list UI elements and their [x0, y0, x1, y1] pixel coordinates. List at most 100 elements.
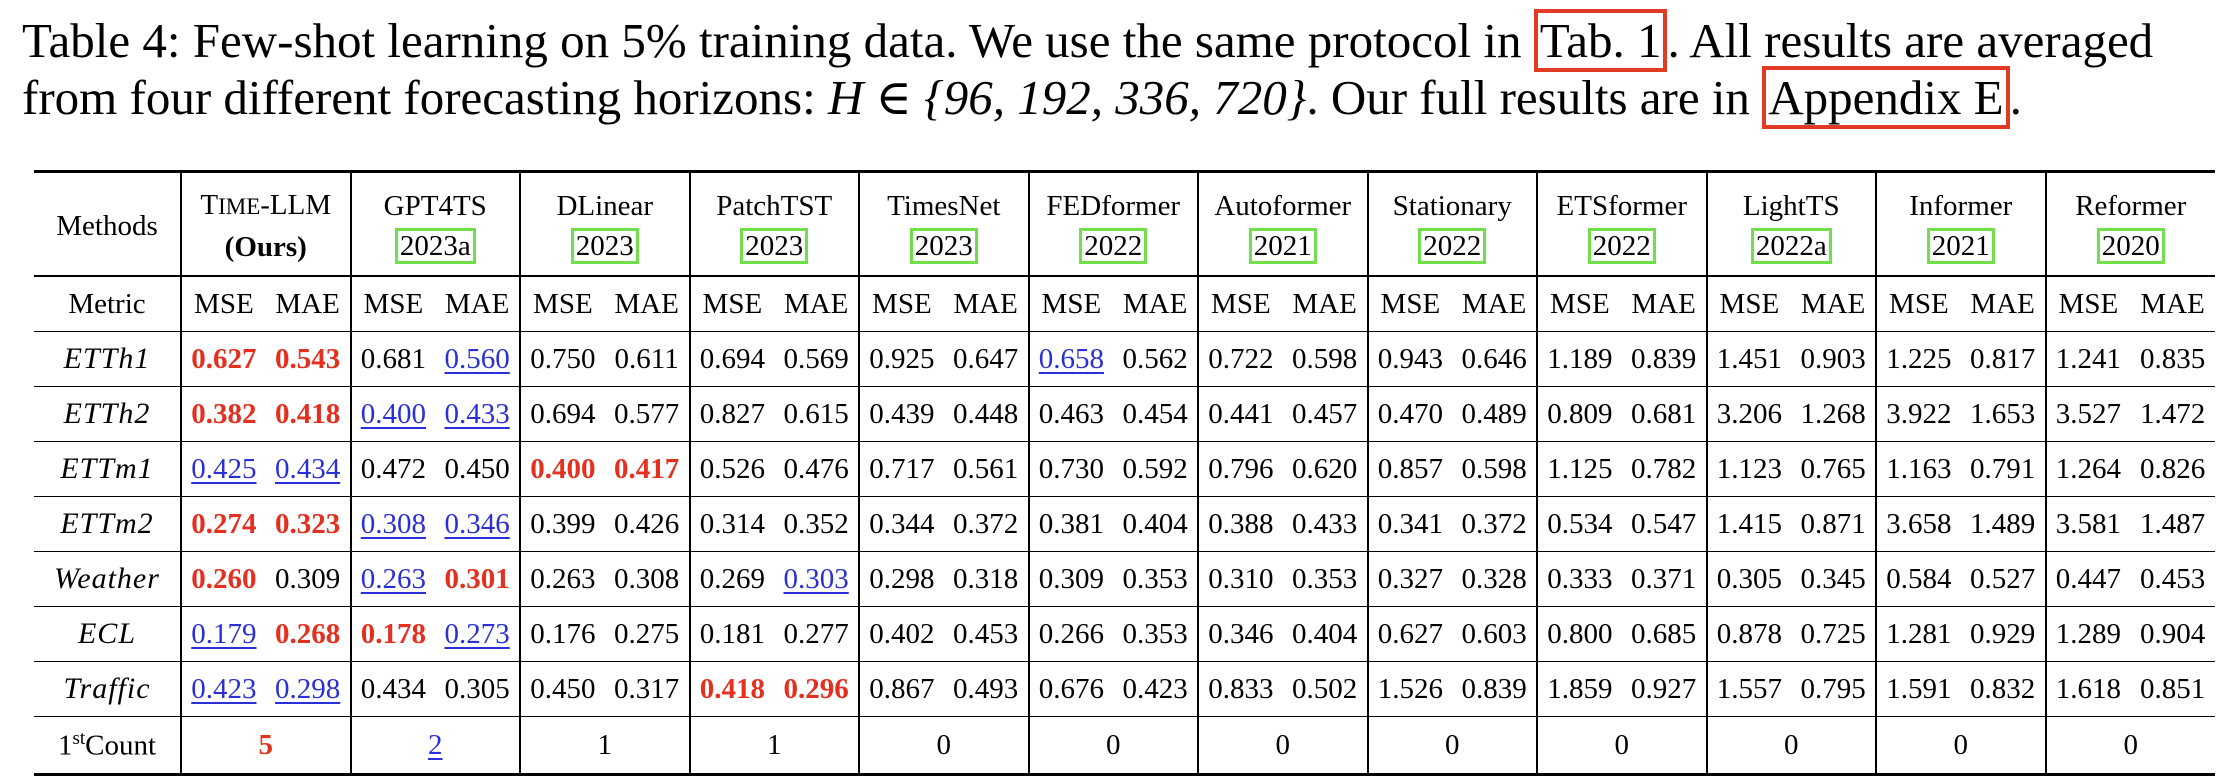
method-header: FEDformer 2022: [1027, 171, 1198, 276]
table-cell: 0.309: [266, 552, 351, 607]
cell-value: 0.615: [783, 397, 849, 430]
caption-math: H ∈ {96, 192, 336, 720}: [827, 70, 1307, 125]
table-cell: 1.487: [2130, 497, 2215, 552]
table-cell: 0.722: [1197, 331, 1283, 387]
count-cell: 1: [688, 716, 859, 775]
citation-link[interactable]: 2021: [1926, 228, 1995, 264]
method-citation: 2021: [1877, 226, 2045, 266]
citation-link[interactable]: 2023: [740, 228, 809, 264]
cell-value: 0.809: [1547, 397, 1613, 430]
method-name: DLinear: [556, 190, 654, 222]
table-cell: 0.448: [944, 387, 1029, 442]
citation-link[interactable]: 2022: [1079, 228, 1148, 264]
cell-value: 0.372: [1461, 507, 1527, 540]
count-value: 0: [2123, 728, 2139, 761]
method-citation: 2022: [1538, 226, 1706, 266]
table-cell: 0.470: [1366, 386, 1453, 442]
cell-value: 0.833: [1208, 672, 1274, 705]
cell-value: 0.826: [2140, 452, 2206, 485]
mse-header: MSE: [2044, 276, 2131, 332]
citation-link[interactable]: 2021: [1248, 228, 1317, 264]
citation-link[interactable]: 2022a: [1750, 228, 1832, 264]
mae-header: MAE: [1800, 287, 1866, 320]
method-name: PatchTST: [716, 190, 833, 222]
method-name: Stationary: [1392, 190, 1512, 222]
table-cell: 0.725: [1791, 607, 1876, 662]
cell-value: 1.189: [1547, 342, 1613, 375]
method-header: PatchTST 2023: [688, 171, 859, 276]
cell-value: 0.839: [1461, 672, 1527, 705]
table-cell: 0.562: [1113, 332, 1198, 387]
cell-value: 0.346: [1208, 617, 1274, 650]
cell-value: 0.296: [783, 672, 849, 705]
cell-value: 0.627: [191, 342, 257, 375]
table-cell: 0.441: [1197, 386, 1283, 442]
count-value: 1: [597, 728, 613, 761]
metric-header-row: Metric MSE MAE MSE MAE MSE MAE MSE MAE MSE MAE MSE M…: [34, 276, 2215, 332]
table-cell: 0.353: [1113, 552, 1198, 607]
cell-value: 0.434: [275, 452, 341, 485]
citation-link[interactable]: 2023: [570, 228, 639, 264]
mae-header: MAE: [1461, 287, 1527, 320]
method-header: TIME-LLM (Ours): [180, 171, 351, 276]
table-cell: 0.620: [1283, 442, 1368, 497]
table-cell: 0.453: [944, 607, 1029, 662]
cell-value: 0.927: [1631, 672, 1697, 705]
count-value: 0: [1953, 728, 1969, 761]
table-cell: 0.296: [774, 662, 859, 717]
cell-value: 0.543: [275, 342, 341, 375]
mse-header: MSE: [349, 276, 436, 332]
table-cell: 3.527: [2044, 386, 2131, 442]
cell-value: 3.658: [1886, 507, 1952, 540]
mae-header: MAE: [444, 287, 510, 320]
method-header: DLinear 2023: [519, 171, 690, 276]
count-cell: 0: [858, 716, 1029, 775]
dataset-name: ECL: [77, 617, 137, 650]
dataset-name: Traffic: [63, 672, 151, 705]
citation-link[interactable]: 2022: [1418, 228, 1487, 264]
table-cell: 0.547: [1622, 497, 1707, 552]
table-cell: 0.275: [605, 607, 690, 662]
table-cell: 0.353: [1283, 552, 1368, 607]
table-cell: 0.750: [519, 331, 605, 387]
table-reference-link[interactable]: Tab. 1: [1533, 9, 1668, 72]
citation-link[interactable]: 2022: [1587, 228, 1656, 264]
cell-value: 0.817: [1970, 342, 2036, 375]
citation-link[interactable]: 2023a: [394, 228, 476, 264]
table-cell: 1.123: [1705, 441, 1792, 497]
table-cell: 0.274: [180, 496, 266, 552]
cell-value: 0.273: [444, 617, 510, 650]
table-cell: 0.425: [180, 441, 266, 497]
table-cell: 0.827: [688, 386, 775, 442]
cell-value: 0.676: [1038, 672, 1104, 705]
cell-value: 0.561: [953, 452, 1019, 485]
appendix-reference-link[interactable]: Appendix E: [1762, 66, 2010, 129]
citation-link[interactable]: 2023: [909, 228, 978, 264]
table-cell: 1.451: [1705, 331, 1792, 387]
cell-value: 1.268: [1800, 397, 1866, 430]
cell-value: 1.415: [1716, 507, 1782, 540]
table-cell: 0.817: [1961, 332, 2046, 387]
method-header: Autoformer 2021: [1197, 171, 1368, 276]
dataset-name: Weather: [54, 562, 160, 595]
mse-header: MSE: [1366, 276, 1453, 332]
cell-value: 0.592: [1122, 452, 1188, 485]
table-row: ECL 0.179 0.268 0.178 0.273 0.176 0.275 0.181 0.…: [34, 606, 2215, 662]
count-cell: 5: [180, 716, 351, 775]
citation-link[interactable]: 2020: [2096, 228, 2165, 264]
table-cell: 0.417: [605, 442, 690, 497]
cell-value: 1.123: [1716, 452, 1782, 485]
cell-value: 1.526: [1377, 672, 1443, 705]
metric-header: Metric: [68, 287, 146, 320]
table-cell: 0.592: [1113, 442, 1198, 497]
table-cell: 0.447: [2044, 551, 2131, 607]
cell-value: 1.241: [2055, 342, 2121, 375]
table-cell: 0.782: [1622, 442, 1707, 497]
method-header: GPT4TS 2023a: [349, 171, 520, 276]
table-cell: 0.903: [1791, 332, 1876, 387]
method-citation: 2023: [691, 226, 859, 266]
table-cell: 0.372: [1452, 497, 1537, 552]
cell-value: 0.534: [1547, 507, 1613, 540]
cell-value: 0.425: [191, 452, 257, 485]
table-cell: 0.800: [1536, 606, 1622, 662]
